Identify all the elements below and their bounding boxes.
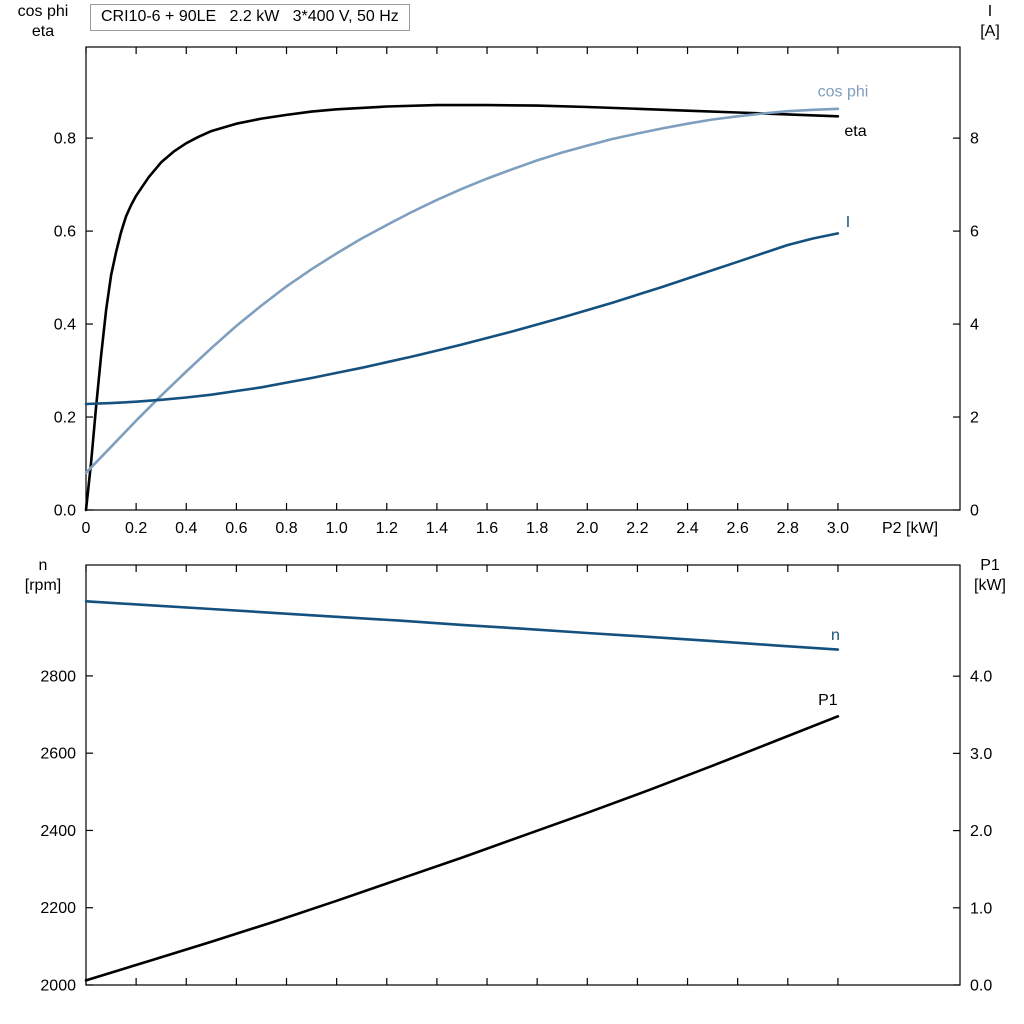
y-tick-label-left: 0.2 [54, 410, 76, 427]
x-tick-label: 1.6 [476, 520, 498, 537]
x-tick-label: 3.0 [827, 520, 849, 537]
axis-title-current-unit: [A] [980, 23, 1000, 40]
y-tick-label-right: 6 [970, 224, 979, 241]
y-tick-label-right: 3.0 [970, 746, 992, 763]
x-tick-label: 2.2 [626, 520, 648, 537]
y-tick-label-left: 0.8 [54, 131, 76, 148]
x-tick-label: 0.2 [125, 520, 147, 537]
x-tick-label: 2.0 [576, 520, 598, 537]
x-tick-label: 1.4 [426, 520, 448, 537]
x-tick-label: 0.8 [275, 520, 297, 537]
curve-p1 [84, 714, 840, 982]
y-tick-label-right: 4.0 [970, 669, 992, 686]
x-tick-label: 2.4 [676, 520, 698, 537]
curve-eta [84, 103, 840, 512]
panel-frame [85, 46, 961, 511]
bottom-right-axis-title: P1 [kW] [960, 556, 1020, 596]
x-tick-label: 1.2 [376, 520, 398, 537]
y-tick-label-right: 1.0 [970, 900, 992, 917]
top-left-axis-title: cos phi eta [4, 2, 82, 42]
y-tick-label-left: 0.0 [54, 503, 76, 520]
bottom-left-axis-title: n [rpm] [4, 556, 82, 596]
x-tick-label: 0.4 [175, 520, 197, 537]
y-tick-label-left: 2800 [40, 668, 76, 685]
x-tick-label: 1.0 [326, 520, 348, 537]
curve-label-eta: eta [844, 123, 866, 140]
curve-n [84, 599, 840, 651]
axis-title-eta: eta [31, 23, 55, 40]
top-right-axis-title: I [A] [960, 2, 1020, 42]
y-tick-label-right: 0.0 [970, 978, 992, 995]
y-tick-label-left: 0.4 [54, 317, 76, 334]
y-tick-label-right: 8 [970, 131, 979, 148]
axis-title-speed-unit: [rpm] [24, 577, 62, 594]
chart-title: CRI10-6 + 90LE 2.2 kW 3*400 V, 50 Hz [90, 4, 410, 31]
curve-label-cos-phi: cos phi [818, 84, 869, 101]
y-tick-label-right: 4 [970, 317, 979, 334]
curve-label-p1: P1 [818, 692, 838, 709]
y-tick-label-left: 2000 [40, 978, 76, 995]
x-tick-label: 0.6 [225, 520, 247, 537]
y-tick-label-right: 2 [970, 410, 979, 427]
y-tick-label-right: 0 [970, 503, 979, 520]
curve-label-i: I [846, 214, 850, 231]
axis-title-current: I [987, 3, 993, 20]
x-tick-label: 1.8 [526, 520, 548, 537]
x-tick-label: 2.8 [777, 520, 799, 537]
x-axis-label: P2 [kW] [882, 520, 938, 537]
curve-label-n: n [831, 627, 840, 644]
x-tick-label: 0 [82, 520, 91, 537]
axis-title-speed: n [38, 557, 48, 574]
curve-cos-phi [84, 107, 840, 475]
y-tick-label-right: 2.0 [970, 823, 992, 840]
x-tick-label: 2.6 [727, 520, 749, 537]
axis-title-p1: P1 [980, 557, 1000, 574]
y-tick-label-left: 2200 [40, 900, 76, 917]
y-tick-label-left: 2400 [40, 823, 76, 840]
panel-frame [85, 564, 961, 986]
y-tick-label-left: 0.6 [54, 224, 76, 241]
axis-title-p1-unit: [kW] [974, 577, 1006, 594]
y-tick-label-left: 2600 [40, 746, 76, 763]
axis-title-cos-phi: cos phi [17, 3, 69, 20]
curve-i [84, 232, 840, 406]
